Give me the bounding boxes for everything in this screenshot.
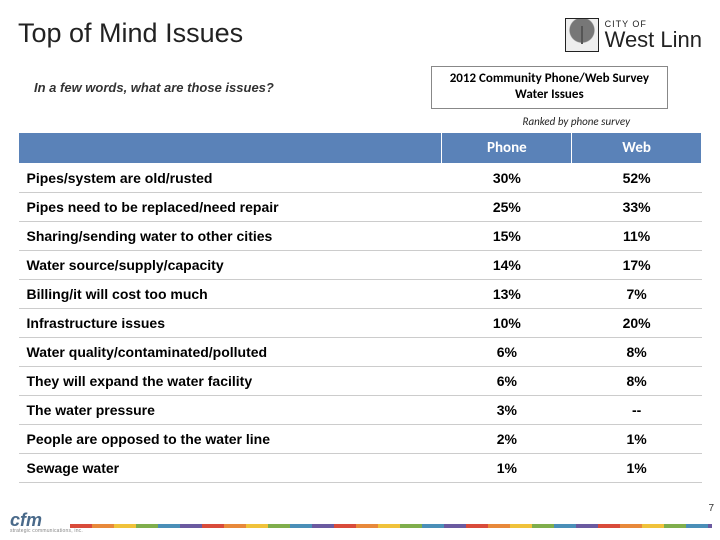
row-web-value: -- (572, 395, 702, 424)
logo-name: West Linn (605, 29, 702, 51)
row-web-value: 8% (572, 337, 702, 366)
row-web-value: 17% (572, 250, 702, 279)
table-row: Billing/it will cost too much13%7% (19, 279, 702, 308)
table-header-web: Web (572, 132, 702, 163)
row-web-value: 1% (572, 424, 702, 453)
row-phone-value: 2% (442, 424, 572, 453)
table-row: The water pressure3%-- (19, 395, 702, 424)
table-row: Sharing/sending water to other cities15%… (19, 221, 702, 250)
table-header-row: Phone Web (19, 132, 702, 163)
table-row: Sewage water1%1% (19, 453, 702, 482)
survey-title-box: 2012 Community Phone/Web Survey Water Is… (431, 66, 668, 109)
survey-question: In a few words, what are those issues? (18, 80, 274, 95)
row-phone-value: 13% (442, 279, 572, 308)
table-row: Water source/supply/capacity14%17% (19, 250, 702, 279)
row-phone-value: 14% (442, 250, 572, 279)
table-row: Pipes need to be replaced/need repair25%… (19, 192, 702, 221)
row-phone-value: 15% (442, 221, 572, 250)
row-label: Water source/supply/capacity (19, 250, 442, 279)
row-label: Pipes need to be replaced/need repair (19, 192, 442, 221)
table-row: They will expand the water facility6%8% (19, 366, 702, 395)
row-label: Billing/it will cost too much (19, 279, 442, 308)
row-web-value: 11% (572, 221, 702, 250)
row-phone-value: 30% (442, 163, 572, 192)
row-label: The water pressure (19, 395, 442, 424)
row-phone-value: 6% (442, 366, 572, 395)
footer-brand: cfm strategic communications, inc. (10, 511, 83, 534)
row-phone-value: 6% (442, 337, 572, 366)
row-label: Pipes/system are old/rusted (19, 163, 442, 192)
table-header-phone: Phone (442, 132, 572, 163)
city-logo: CITY OF West Linn (565, 18, 702, 52)
tree-icon (565, 18, 599, 52)
row-label: Sharing/sending water to other cities (19, 221, 442, 250)
results-table: Phone Web Pipes/system are old/rusted30%… (18, 132, 702, 483)
row-label: Water quality/contaminated/polluted (19, 337, 442, 366)
row-label: They will expand the water facility (19, 366, 442, 395)
page-title: Top of Mind Issues (18, 18, 243, 49)
footer-brand-text: cfm (10, 510, 42, 530)
row-web-value: 7% (572, 279, 702, 308)
table-header-blank (19, 132, 442, 163)
table-row: Pipes/system are old/rusted30%52% (19, 163, 702, 192)
footer-color-stripe (70, 524, 712, 528)
row-label: Infrastructure issues (19, 308, 442, 337)
footer-brand-sub: strategic communications, inc. (10, 529, 83, 534)
ranked-note: Ranked by phone survey (18, 115, 630, 128)
row-web-value: 52% (572, 163, 702, 192)
survey-box-line2: Water Issues (450, 87, 649, 103)
footer: cfm strategic communications, inc. (0, 510, 720, 536)
row-label: Sewage water (19, 453, 442, 482)
survey-box-line1: 2012 Community Phone/Web Survey (450, 71, 649, 87)
row-phone-value: 25% (442, 192, 572, 221)
table-row: Water quality/contaminated/polluted6%8% (19, 337, 702, 366)
row-phone-value: 3% (442, 395, 572, 424)
table-row: Infrastructure issues10%20% (19, 308, 702, 337)
row-phone-value: 10% (442, 308, 572, 337)
row-web-value: 1% (572, 453, 702, 482)
row-web-value: 33% (572, 192, 702, 221)
table-row: People are opposed to the water line2%1% (19, 424, 702, 453)
row-web-value: 8% (572, 366, 702, 395)
row-phone-value: 1% (442, 453, 572, 482)
row-web-value: 20% (572, 308, 702, 337)
row-label: People are opposed to the water line (19, 424, 442, 453)
